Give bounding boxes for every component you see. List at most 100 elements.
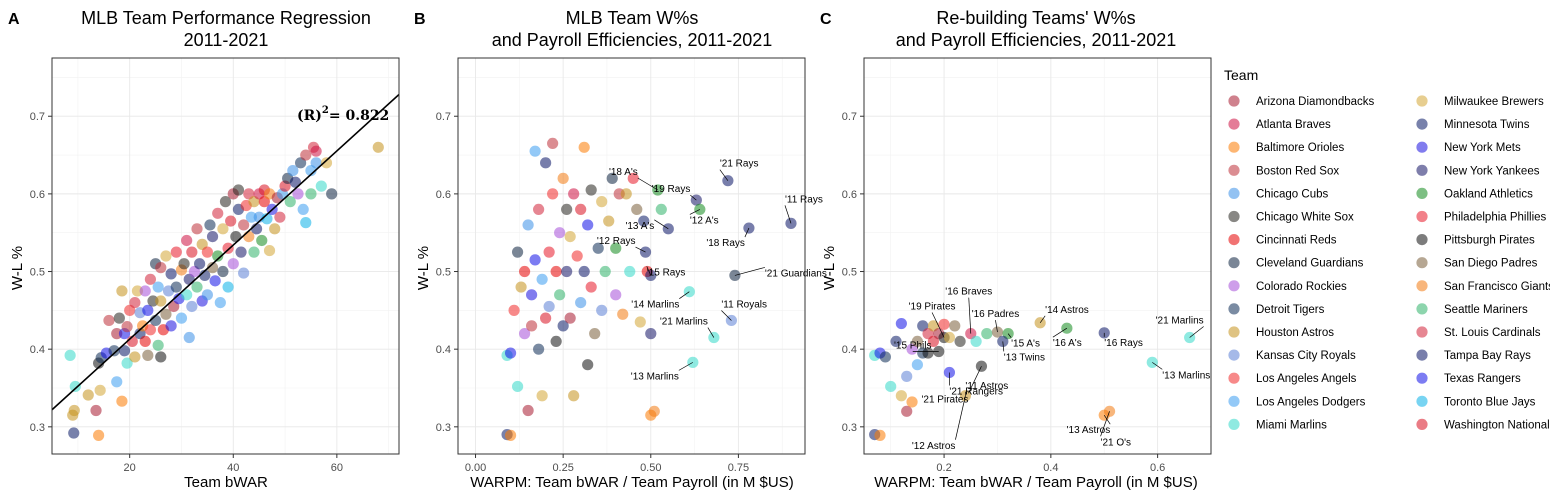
data-point bbox=[165, 320, 177, 332]
data-point bbox=[603, 215, 615, 227]
x-tick-label: 0.50 bbox=[640, 462, 661, 474]
legend-label: Boston Red Sox bbox=[1256, 165, 1339, 177]
data-point bbox=[954, 335, 966, 348]
legend-swatch bbox=[1228, 395, 1240, 407]
data-point bbox=[592, 242, 604, 254]
legend-label: San Diego Padres bbox=[1444, 258, 1538, 270]
data-point bbox=[885, 380, 897, 393]
data-point bbox=[624, 265, 636, 278]
y-tick-label: 0.6 bbox=[30, 189, 45, 201]
legend-swatch bbox=[1416, 118, 1428, 130]
legend-label: Toronto Blue Jays bbox=[1444, 396, 1536, 408]
data-point bbox=[170, 281, 182, 293]
x-tick-label: 40 bbox=[227, 462, 239, 474]
data-point bbox=[206, 262, 219, 274]
annotation-leader bbox=[719, 169, 729, 181]
data-point bbox=[245, 211, 257, 223]
data-point bbox=[217, 265, 229, 278]
annotation-label: '13 Marlins bbox=[631, 371, 679, 382]
legend-swatch bbox=[1228, 418, 1240, 430]
legend-swatch bbox=[1416, 141, 1428, 153]
annotation-leader bbox=[1152, 362, 1163, 370]
annotation-label: '11 Astros bbox=[965, 381, 1008, 392]
annotation-label: '21 Pirates bbox=[922, 394, 969, 405]
legend-label: San Francisco Giants bbox=[1444, 281, 1550, 293]
x-tick-label: 60 bbox=[331, 462, 343, 474]
data-point bbox=[269, 223, 281, 235]
y-tick-label: 0.4 bbox=[30, 344, 45, 356]
data-point bbox=[232, 184, 245, 196]
data-point bbox=[557, 320, 569, 332]
r2-suffix: = 0.822 bbox=[329, 108, 389, 124]
data-point bbox=[645, 269, 657, 282]
annotation-leader bbox=[1100, 411, 1110, 437]
data-point bbox=[631, 203, 643, 216]
data-point bbox=[911, 359, 923, 371]
annotation-leader bbox=[931, 312, 945, 338]
data-point bbox=[300, 149, 312, 161]
data-point bbox=[515, 281, 527, 293]
data-point bbox=[610, 242, 622, 254]
panel-b-plot: 0.3 0.4 0.5 0.6 0.7 0.00 0.25 0.50 0.75 '21 Rays '… bbox=[436, 57, 827, 474]
data-point bbox=[160, 250, 172, 262]
plot-border bbox=[457, 57, 806, 455]
x-tick-label: 0.4 bbox=[1043, 462, 1058, 474]
x-tick-label: 0.6 bbox=[1150, 462, 1165, 474]
data-point bbox=[297, 203, 309, 216]
plot-border bbox=[863, 57, 1212, 455]
annotation-label: '11 Rays bbox=[785, 194, 823, 205]
legend-label: Chicago White Sox bbox=[1256, 212, 1354, 224]
data-point bbox=[191, 223, 203, 235]
data-point bbox=[194, 258, 206, 270]
data-point bbox=[225, 215, 237, 227]
legend-label: Milwaukee Brewers bbox=[1444, 96, 1544, 108]
panel-b-x-label: WARPM: Team bWAR / Team Payroll (in M $U… bbox=[470, 474, 793, 491]
legend-swatch bbox=[1416, 372, 1428, 384]
annotation-leader bbox=[1002, 341, 1005, 352]
annotation-label: '13 Marlins bbox=[1162, 370, 1210, 381]
data-point bbox=[121, 357, 133, 369]
data-point bbox=[68, 427, 80, 439]
legend-swatch bbox=[1228, 372, 1240, 384]
data-point bbox=[191, 281, 203, 293]
data-point bbox=[589, 328, 601, 340]
data-point bbox=[235, 246, 247, 258]
data-point bbox=[209, 275, 221, 287]
panel-b-y-label: W-L % bbox=[415, 246, 432, 290]
panel-c-x-label: WARPM: Team bWAR / Team Payroll (in M $U… bbox=[874, 474, 1197, 491]
data-point bbox=[64, 349, 76, 361]
data-point bbox=[131, 285, 144, 297]
legend-label: Washington Nationals bbox=[1444, 419, 1550, 431]
panel-a-title-line-1: MLB Team Performance Regression bbox=[81, 8, 371, 28]
data-point bbox=[529, 145, 541, 157]
data-point bbox=[227, 258, 239, 270]
data-point bbox=[518, 265, 531, 278]
data-point bbox=[147, 295, 159, 307]
annotation-label: '13 Astros bbox=[1067, 425, 1111, 436]
data-point bbox=[511, 246, 524, 258]
data-point bbox=[970, 335, 982, 348]
annotation-label: '16 Rays bbox=[1104, 338, 1143, 349]
data-point bbox=[634, 316, 646, 328]
data-point bbox=[526, 320, 538, 332]
legend-swatch bbox=[1228, 234, 1240, 246]
legend-label: Los Angeles Dodgers bbox=[1256, 396, 1366, 408]
data-point bbox=[911, 335, 923, 348]
data-point bbox=[578, 141, 590, 153]
annotation-leader bbox=[784, 205, 792, 224]
data-point bbox=[201, 289, 213, 301]
data-point bbox=[94, 384, 106, 396]
legend-label: Los Angeles Angels bbox=[1256, 373, 1357, 385]
data-point bbox=[508, 304, 520, 316]
regression-r2-label: (R)2= 0.822 bbox=[297, 105, 389, 124]
legend-label: Pittsburgh Pirates bbox=[1444, 235, 1535, 247]
legend-swatch bbox=[1416, 164, 1428, 176]
data-point bbox=[874, 429, 886, 441]
y-tick-label: 0.7 bbox=[842, 111, 857, 123]
legend-label: Miami Marlins bbox=[1256, 419, 1327, 431]
y-tick-label: 0.7 bbox=[30, 111, 45, 123]
legend-label: Arizona Diamondbacks bbox=[1256, 96, 1375, 108]
data-point bbox=[564, 230, 576, 243]
data-point bbox=[238, 219, 250, 231]
panel-a-plot: 0.3 0.4 0.5 0.6 0.7 20 40 60 bbox=[30, 57, 400, 474]
